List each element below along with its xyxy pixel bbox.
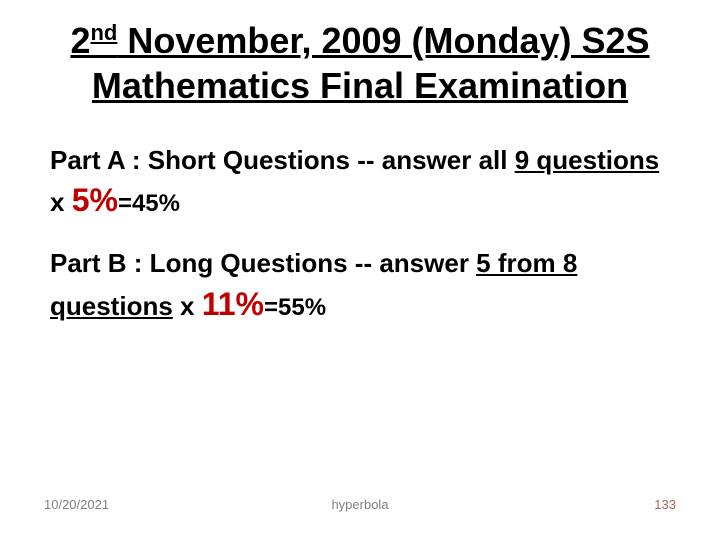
part-a-x: x: [50, 187, 72, 217]
title-line-1: 2nd November, 2009 (Monday) S2S: [30, 18, 690, 63]
part-b-equals-pct: =55%: [264, 294, 326, 321]
slide-footer: 10/20/2021 hyperbola 133: [0, 497, 720, 512]
slide-body: Part A : Short Questions -- answer all 9…: [30, 142, 690, 326]
slide-title: 2nd November, 2009 (Monday) S2S Mathemat…: [30, 18, 690, 108]
footer-center: hyperbola: [331, 497, 388, 512]
title-line-2: Mathematics Final Examination: [30, 63, 690, 108]
footer-page-number: 133: [654, 497, 676, 512]
part-b-prefix: Part B : Long Questions -- answer: [50, 248, 476, 278]
part-a-count: 9 questions: [515, 145, 659, 175]
part-a-prefix: Part A : Short Questions -- answer all: [50, 145, 515, 175]
part-b: Part B : Long Questions -- answer 5 from…: [50, 245, 670, 326]
part-a: Part A : Short Questions -- answer all 9…: [50, 142, 670, 223]
slide: 2nd November, 2009 (Monday) S2S Mathemat…: [0, 0, 720, 540]
part-b-weight-pct: 11%: [202, 286, 264, 322]
part-b-x: x: [173, 291, 202, 321]
title-ordinal-superscript: nd: [90, 20, 117, 45]
footer-date: 10/20/2021: [44, 497, 109, 512]
part-a-weight-pct: 5%: [72, 182, 118, 218]
part-a-equals-pct: =45%: [118, 190, 180, 217]
title-day-number: 2: [70, 20, 90, 61]
title-line1-rest: November, 2009 (Monday) S2S: [117, 20, 649, 61]
